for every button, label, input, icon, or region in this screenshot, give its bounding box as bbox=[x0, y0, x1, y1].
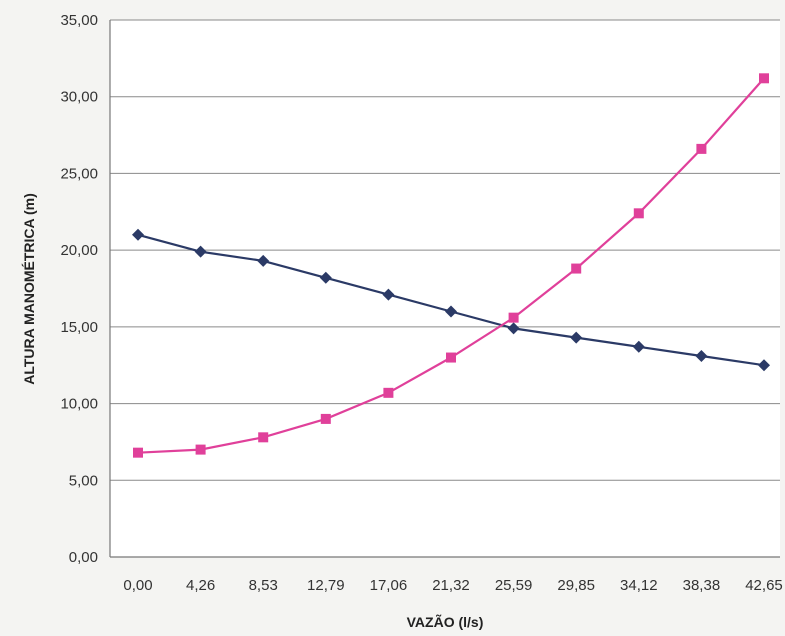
data-point bbox=[133, 447, 143, 458]
data-point bbox=[445, 305, 457, 318]
data-point bbox=[507, 322, 520, 335]
y-tick-label: 0,00 bbox=[69, 549, 98, 566]
data-point bbox=[383, 387, 394, 398]
x-tick-label: 21,32 bbox=[432, 577, 470, 594]
x-axis-title: VAZÃO (l/s) bbox=[407, 613, 484, 630]
y-tick-label: 15,00 bbox=[60, 319, 98, 336]
x-tick-label: 38,38 bbox=[683, 577, 721, 594]
data-point bbox=[695, 350, 708, 363]
data-point bbox=[632, 340, 645, 353]
y-tick-label: 5,00 bbox=[69, 472, 98, 489]
x-tick-label: 4,26 bbox=[186, 577, 215, 594]
data-point bbox=[759, 73, 769, 84]
data-point bbox=[508, 312, 519, 323]
y-tick-label: 20,00 bbox=[60, 242, 98, 259]
data-point bbox=[132, 228, 144, 241]
series-1 bbox=[132, 228, 770, 372]
series bbox=[132, 73, 770, 458]
y-tick-label: 25,00 bbox=[60, 165, 98, 182]
x-tick-labels: 0,00 4,26 8,53 12,79 17,06 21,32 25,59 29,85 34,… bbox=[123, 577, 782, 594]
data-point bbox=[195, 444, 206, 455]
y-tick-label: 10,00 bbox=[60, 396, 98, 413]
data-point bbox=[258, 432, 269, 443]
x-tick-label: 25,59 bbox=[495, 577, 533, 594]
data-point bbox=[446, 352, 456, 363]
data-point bbox=[696, 143, 707, 154]
x-tick-label: 0,00 bbox=[123, 577, 152, 594]
series-2 bbox=[133, 73, 769, 458]
x-tick-label: 12,79 bbox=[307, 577, 345, 594]
data-point bbox=[194, 245, 207, 258]
data-point bbox=[633, 208, 644, 219]
y-tick-labels: 0,00 5,00 10,00 15,00 20,00 25,00 30,00 35,00 bbox=[60, 12, 98, 566]
x-tick-label: 8,53 bbox=[249, 577, 278, 594]
x-tick-label: 17,06 bbox=[370, 577, 408, 594]
y-axis-title: ALTURA MANOMÉTRICA (m) bbox=[21, 193, 37, 385]
data-point bbox=[758, 359, 770, 372]
x-tick-label: 29,85 bbox=[557, 577, 595, 594]
data-point bbox=[382, 288, 395, 301]
data-point bbox=[257, 254, 270, 267]
data-point bbox=[320, 413, 331, 424]
data-point bbox=[570, 331, 583, 344]
data-point bbox=[571, 263, 582, 274]
x-tick-label: 34,12 bbox=[620, 577, 658, 594]
plot-area bbox=[110, 20, 780, 557]
y-tick-label: 35,00 bbox=[60, 12, 98, 29]
y-tick-label: 30,00 bbox=[60, 89, 98, 106]
gridlines bbox=[110, 19, 780, 481]
x-tick-label: 42,65 bbox=[745, 577, 783, 594]
data-point bbox=[319, 271, 332, 284]
